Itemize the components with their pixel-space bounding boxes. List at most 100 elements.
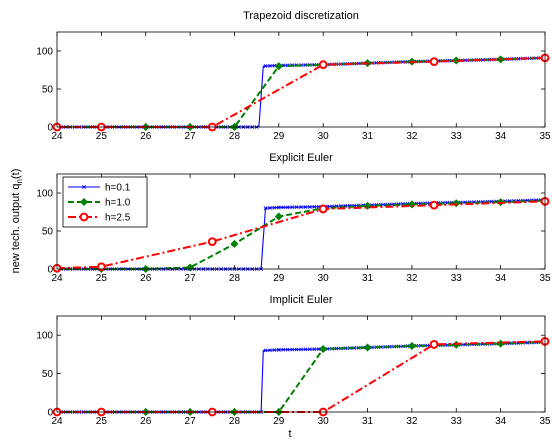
y-tick-label: 50 bbox=[42, 85, 54, 96]
x-tick-label: 29 bbox=[273, 416, 285, 427]
x-tick-label: 35 bbox=[539, 416, 551, 427]
y-tick-label: 100 bbox=[36, 331, 53, 342]
legend: h=0.1 h=1.0 h=2.5 bbox=[62, 176, 148, 228]
y-tick-label: 100 bbox=[36, 47, 53, 58]
data-point bbox=[303, 347, 308, 352]
y-tick-label: 50 bbox=[42, 227, 54, 238]
y-axis-label-subscript: n bbox=[15, 179, 24, 183]
data-point bbox=[325, 346, 330, 351]
x-tick-label: 34 bbox=[495, 131, 507, 142]
x-tick-label: 29 bbox=[273, 131, 285, 142]
data-point bbox=[525, 340, 530, 345]
data-point bbox=[290, 347, 295, 352]
y-tick-label: 50 bbox=[42, 369, 54, 380]
data-point bbox=[263, 348, 268, 353]
axes-frame bbox=[56, 315, 546, 413]
x-tick-label: 25 bbox=[96, 416, 108, 427]
x-tick-label: 25 bbox=[96, 273, 108, 284]
legend-label: h=0.1 bbox=[105, 183, 131, 194]
data-point bbox=[307, 347, 312, 352]
y-tick-label: 100 bbox=[36, 189, 53, 200]
x-tick-label: 28 bbox=[229, 273, 241, 284]
data-point bbox=[299, 347, 303, 352]
data-point bbox=[285, 347, 290, 352]
x-tick-label: 31 bbox=[362, 416, 374, 427]
x-tick-label: 30 bbox=[318, 273, 330, 284]
axes-frame bbox=[56, 31, 546, 128]
data-point bbox=[429, 340, 439, 349]
data-point bbox=[290, 205, 295, 210]
data-point bbox=[96, 262, 106, 272]
subplot-title: Trapezoid discretization bbox=[243, 10, 359, 22]
data-point bbox=[272, 348, 277, 352]
data-point bbox=[263, 206, 268, 211]
data-point bbox=[272, 205, 277, 210]
x-tick-label: 26 bbox=[140, 273, 152, 284]
x-tick-label: 32 bbox=[406, 416, 418, 427]
data-point bbox=[363, 201, 372, 210]
x-tick-label: 31 bbox=[362, 131, 374, 142]
data-point bbox=[230, 239, 239, 248]
data-point bbox=[294, 205, 299, 210]
data-point bbox=[363, 343, 372, 352]
x-tick-label: 31 bbox=[362, 273, 374, 284]
data-point bbox=[407, 341, 416, 350]
x-tick-label: 34 bbox=[495, 416, 507, 427]
data-point bbox=[452, 56, 461, 65]
x-tick-label: 27 bbox=[185, 416, 197, 427]
data-point bbox=[299, 205, 303, 209]
x-tick-label: 26 bbox=[140, 131, 152, 142]
data-point bbox=[281, 205, 286, 210]
data-point bbox=[294, 347, 299, 352]
x-tick-label: 26 bbox=[140, 416, 152, 427]
series-line bbox=[56, 200, 546, 270]
data-point bbox=[312, 347, 317, 352]
x-tick-label: 32 bbox=[406, 273, 418, 284]
x-tick-label: 27 bbox=[185, 131, 197, 142]
data-point bbox=[516, 56, 521, 61]
legend-marker bbox=[82, 185, 86, 189]
subplot-title: Explicit Euler bbox=[269, 152, 333, 164]
x-tick-label: 24 bbox=[51, 416, 63, 427]
y-axis-label-main: new tech. output q bbox=[10, 183, 22, 273]
data-point bbox=[312, 204, 317, 209]
x-tick-label: 33 bbox=[451, 273, 463, 284]
x-tick-label: 28 bbox=[229, 131, 241, 142]
x-tick-label: 24 bbox=[51, 273, 63, 284]
y-tick-label: 0 bbox=[47, 265, 53, 276]
x-tick-label: 28 bbox=[229, 416, 241, 427]
axes-frame bbox=[56, 173, 546, 270]
x-tick-label: 33 bbox=[451, 416, 463, 427]
series-h=2.5 bbox=[52, 196, 550, 273]
x-tick-label: 33 bbox=[451, 131, 463, 142]
data-point bbox=[268, 348, 272, 353]
data-point bbox=[318, 204, 328, 214]
data-point bbox=[307, 204, 312, 209]
data-point bbox=[276, 347, 281, 352]
y-tick-label: 0 bbox=[47, 123, 53, 134]
subplot-title: Implicit Euler bbox=[270, 294, 333, 306]
data-point bbox=[263, 64, 268, 69]
data-point bbox=[318, 60, 328, 70]
x-tick-label: 35 bbox=[539, 131, 551, 142]
data-point bbox=[207, 237, 217, 247]
data-point bbox=[285, 205, 290, 210]
subplot-3: 24 25 26 27 28 29 30 31 32 33 34 35 0 50 100 Implicit E… bbox=[36, 294, 551, 427]
data-point bbox=[303, 205, 308, 209]
data-point bbox=[274, 62, 283, 71]
legend-marker bbox=[79, 197, 89, 207]
data-point bbox=[334, 346, 339, 351]
data-point bbox=[343, 346, 348, 351]
data-point bbox=[281, 347, 286, 352]
y-axis-label: new tech. output qn(t) bbox=[10, 169, 24, 274]
y-tick-label: 0 bbox=[47, 408, 53, 419]
x-tick-label: 27 bbox=[185, 273, 197, 284]
x-tick-label: 29 bbox=[273, 273, 285, 284]
x-tick-label: 30 bbox=[318, 131, 330, 142]
x-tick-label: 30 bbox=[318, 416, 330, 427]
x-tick-label: 32 bbox=[406, 131, 418, 142]
legend-marker bbox=[79, 212, 89, 222]
data-point bbox=[276, 205, 281, 210]
legend-label: h=1.0 bbox=[105, 198, 131, 209]
